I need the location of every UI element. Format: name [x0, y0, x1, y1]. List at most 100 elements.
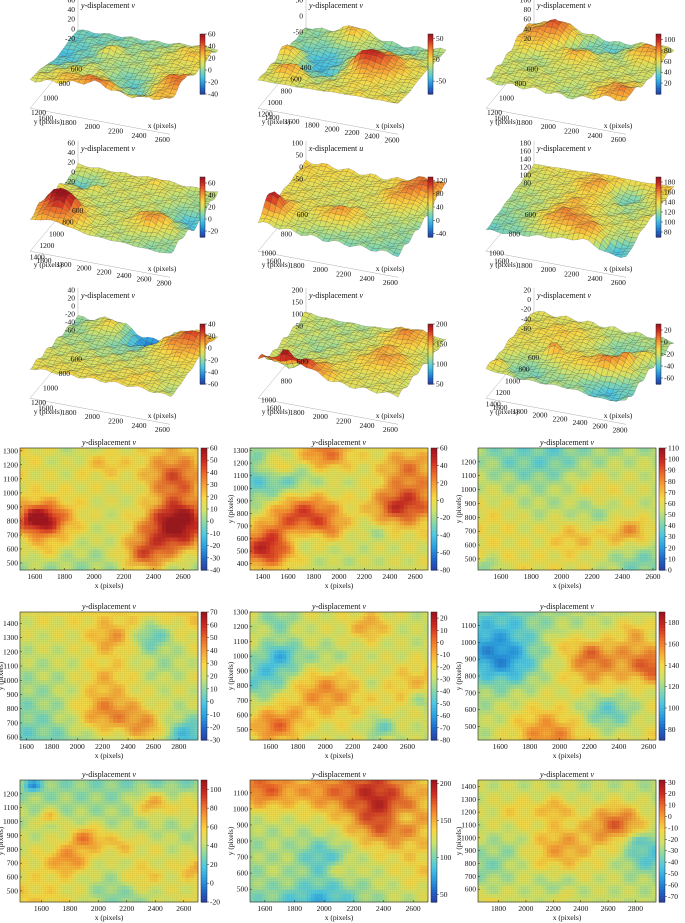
z-tick-label: 80	[524, 5, 532, 14]
x-tick-label: 2000	[85, 122, 100, 131]
surface-panel-4: y-displacement v6040200-2014001200100080…	[30, 138, 218, 287]
y-axis-label: y (pixels)	[34, 117, 63, 126]
surface-colorbar-label: -40	[208, 90, 218, 99]
z-tick-label: 40	[68, 5, 76, 14]
x-tick-label: 1800	[62, 118, 77, 127]
surface-panel-5: x-displacement u100500-5010008006001600 1…	[258, 138, 448, 287]
x-tick-label: 2800	[157, 278, 172, 287]
x-tick-label: 2200	[564, 126, 579, 135]
surface-colorbar-band	[428, 93, 433, 95]
surface-colorbar-label: -20	[208, 227, 218, 236]
surface-colorbar-label: -20	[208, 78, 218, 87]
x-tick-label: 2200	[345, 128, 360, 137]
x-axis-label: x (pixels)	[376, 121, 405, 130]
y-tick-label: 1000	[43, 94, 58, 103]
y-tick-label: 400	[300, 63, 312, 72]
z-tick-label: 100	[520, 0, 532, 4]
y-tick-label: 800	[62, 218, 74, 227]
y-tick-label: 600	[527, 65, 539, 74]
z-tick-label: 20	[68, 158, 76, 167]
x-tick-label: 1800	[305, 121, 320, 130]
z-tick-label: 40	[524, 24, 532, 33]
surface-colorbar-band	[200, 93, 205, 95]
surface-colorbar-label: 50	[436, 34, 444, 43]
y-tick-label: 800	[281, 86, 293, 95]
z-tick-label: 60	[68, 138, 76, 147]
surface-colorbar-label: 0	[208, 215, 212, 224]
x-tick-label: 2600	[385, 135, 400, 144]
surface-colorbar-label: 60	[664, 57, 672, 66]
x-tick-label: 2400	[117, 271, 132, 280]
z-tick-label: -20	[65, 177, 75, 186]
panel-title: y-displacement v	[80, 144, 135, 153]
x-axis-label: x (pixels)	[148, 264, 177, 273]
z-tick-label: 60	[68, 0, 76, 4]
x-tick-label: 2600	[155, 135, 170, 144]
z-tick-label: 40	[68, 148, 76, 157]
x-tick-label: 2600	[137, 275, 152, 284]
x-axis-label: x (pixels)	[604, 121, 633, 130]
y-axis-label: y (pixels)	[490, 117, 519, 126]
z-tick-label: -50	[293, 28, 303, 37]
y-tick-label: 1000	[267, 98, 282, 107]
y-axis-label: y (pixels)	[262, 117, 291, 126]
surface-mesh	[486, 19, 674, 101]
y-tick-label: 600	[71, 65, 83, 74]
surface-colorbar-label: 40	[664, 68, 672, 77]
z-tick-label: 60	[524, 15, 532, 24]
panel-title: y-displacement v	[536, 1, 591, 10]
surface-colorbar-label: 20	[208, 203, 216, 212]
x-tick-label: 2400	[588, 131, 603, 140]
y-tick-label: 800	[59, 79, 71, 88]
surface-colorbar-label: 0	[208, 66, 212, 75]
z-tick-label: 20	[68, 15, 76, 24]
x-tick-label: 2600	[611, 135, 626, 144]
y-tick-label: 600	[290, 75, 302, 84]
x-tick-label: 2000	[77, 264, 92, 273]
surface-colorbar: 100 80 60 40 20	[656, 34, 676, 95]
z-tick-label: 20	[524, 34, 532, 43]
x-tick-label: 2200	[97, 267, 112, 276]
z-tick-label: 0	[71, 24, 75, 33]
surface-colorbar-label: 60	[208, 30, 216, 39]
z-tick-label: -20	[65, 34, 75, 43]
x-tick-label: 2400	[365, 132, 380, 141]
panel-title: x-displacement u	[308, 144, 363, 153]
x-tick-label: 1800	[518, 118, 533, 127]
surface-colorbar-band	[200, 236, 205, 238]
surface-colorbar-label: 0	[436, 55, 440, 64]
x-tick-label: 2000	[325, 124, 340, 133]
surface-mesh	[30, 163, 218, 253]
figure-canvas: y-displacement v6040200-2012001000800600…	[0, 0, 685, 923]
surface-colorbar-label: -50	[436, 77, 446, 86]
surface-colorbar-label: 80	[664, 46, 672, 55]
z-tick-label: 50	[296, 0, 304, 4]
panel-title: y-displacement v	[80, 1, 135, 10]
y-axis-label: y (pixels)	[34, 260, 63, 269]
surface-panel-3: y-displacement v100806040201200100080060…	[486, 0, 676, 144]
z-tick-label: 0	[71, 167, 75, 176]
surface-colorbar-label: 60	[208, 179, 216, 188]
surface-plots: y-displacement v6040200-2012001000800600…	[30, 0, 676, 434]
surface-colorbar: 50 0 -50	[428, 34, 446, 95]
x-tick-label: 2000	[541, 122, 556, 131]
surface-panel-1: y-displacement v6040200-2012001000800600…	[30, 0, 218, 144]
surface-panel-2: y-displacement v500-50120010008006004001…	[258, 0, 446, 144]
y-tick-label: 1200	[39, 241, 54, 250]
surface-colorbar-label: 20	[664, 79, 672, 88]
surface-colorbar-label: 100	[664, 35, 676, 44]
x-axis-label: x (pixels)	[148, 121, 177, 130]
y-tick-label: 600	[72, 206, 84, 215]
x-tick-label: 2400	[132, 131, 147, 140]
y-tick-label: 1000	[499, 94, 514, 103]
surface-colorbar: 6040200-20-40	[200, 30, 218, 99]
y-tick-label: 1000	[49, 229, 64, 238]
surface-colorbar-label: 40	[208, 191, 216, 200]
z-tick-label: 0	[299, 12, 303, 21]
surface-mesh	[30, 30, 218, 100]
surface-mesh	[258, 160, 446, 257]
surface-colorbar-band	[656, 93, 661, 95]
x-tick-label: 2200	[108, 126, 123, 135]
surface-colorbar: 60 40 20 0 -20	[200, 177, 218, 238]
surface-colorbar-label: 40	[208, 42, 216, 51]
